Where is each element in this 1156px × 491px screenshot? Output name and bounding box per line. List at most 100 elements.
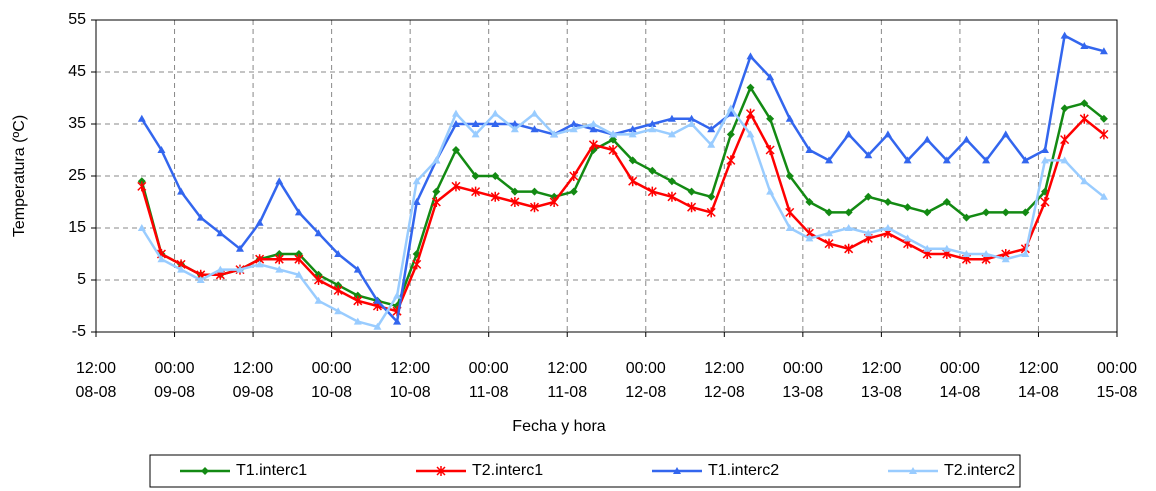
marker <box>137 177 146 186</box>
legend-label: T2.interc2 <box>944 462 1015 479</box>
marker <box>569 187 578 196</box>
y-tick-label: 5 <box>77 271 86 288</box>
marker <box>942 156 951 164</box>
marker <box>805 198 814 206</box>
marker <box>432 156 441 164</box>
x-tick-label: 12:00 <box>233 360 273 377</box>
marker <box>687 202 697 213</box>
marker <box>1080 99 1089 108</box>
marker <box>373 322 382 330</box>
marker <box>1060 156 1069 164</box>
marker <box>491 109 500 117</box>
marker <box>235 265 244 273</box>
marker <box>628 176 638 187</box>
marker <box>745 108 756 119</box>
x-tick-label: 00:00 <box>469 360 509 377</box>
marker <box>471 120 480 127</box>
marker <box>510 187 519 196</box>
marker <box>255 218 264 226</box>
marker <box>982 250 991 257</box>
marker <box>216 265 225 273</box>
marker <box>436 466 446 476</box>
y-tick-label: 35 <box>68 115 86 132</box>
marker <box>510 125 519 133</box>
marker <box>825 208 834 217</box>
marker <box>373 296 382 304</box>
marker <box>883 198 892 206</box>
x-tick-label: 08-08 <box>76 384 117 401</box>
marker <box>909 467 917 474</box>
marker <box>962 213 971 222</box>
marker <box>844 243 854 254</box>
marker <box>412 259 422 270</box>
x-axis-title: Fecha y hora <box>512 418 605 435</box>
marker <box>412 198 421 205</box>
legend-label: T2.interc1 <box>472 462 543 479</box>
x-tick-label: 12:00 <box>547 360 587 377</box>
marker <box>1040 197 1050 207</box>
marker <box>432 187 441 196</box>
marker <box>707 140 716 148</box>
marker <box>490 191 500 202</box>
marker <box>275 177 284 185</box>
marker <box>510 197 520 207</box>
marker <box>687 120 696 127</box>
marker <box>1060 134 1070 145</box>
marker <box>962 250 971 257</box>
marker <box>609 130 618 138</box>
x-tick-label: 12:00 <box>390 360 430 377</box>
marker <box>569 120 578 127</box>
marker <box>137 224 146 231</box>
marker <box>549 197 559 207</box>
x-tick-label: 15-08 <box>1097 384 1138 401</box>
x-tick-label: 13-08 <box>861 384 902 401</box>
y-tick-label: -5 <box>72 323 86 340</box>
marker <box>275 265 284 273</box>
marker <box>608 145 618 155</box>
marker <box>648 120 657 127</box>
marker <box>766 187 775 195</box>
marker <box>353 317 362 325</box>
marker <box>609 135 618 144</box>
series-line <box>140 34 1105 323</box>
marker <box>864 192 873 201</box>
marker <box>1021 156 1030 164</box>
marker <box>1099 192 1108 200</box>
marker <box>707 125 716 133</box>
marker <box>1099 114 1108 123</box>
marker <box>805 146 814 153</box>
marker <box>726 155 736 166</box>
marker <box>177 187 186 195</box>
marker <box>510 120 519 127</box>
legend-box <box>149 454 1021 488</box>
x-tick-label: 00:00 <box>626 360 666 377</box>
x-tick-label: 11-08 <box>469 384 509 401</box>
plot-frame <box>95 19 1118 333</box>
marker <box>1041 146 1050 153</box>
marker <box>1001 130 1010 138</box>
marker <box>569 171 579 181</box>
marker <box>137 114 146 122</box>
marker <box>647 186 657 197</box>
marker <box>353 295 363 306</box>
marker <box>785 114 794 122</box>
marker <box>864 151 873 159</box>
x-tick-label: 12-08 <box>625 384 666 401</box>
marker <box>707 192 716 201</box>
x-tick-label: 12:00 <box>704 360 744 377</box>
y-tick-label: 15 <box>68 219 86 236</box>
x-tick-label: 12-08 <box>704 384 745 401</box>
marker <box>412 177 421 185</box>
marker <box>982 156 991 164</box>
marker <box>673 467 681 474</box>
marker <box>451 146 460 154</box>
marker <box>196 213 205 221</box>
marker <box>766 114 775 123</box>
marker <box>923 208 932 217</box>
x-tick-label: 14-08 <box>939 384 980 401</box>
marker <box>333 285 343 296</box>
marker <box>393 317 402 325</box>
marker <box>628 125 637 133</box>
marker <box>667 177 676 186</box>
marker <box>1099 47 1108 55</box>
